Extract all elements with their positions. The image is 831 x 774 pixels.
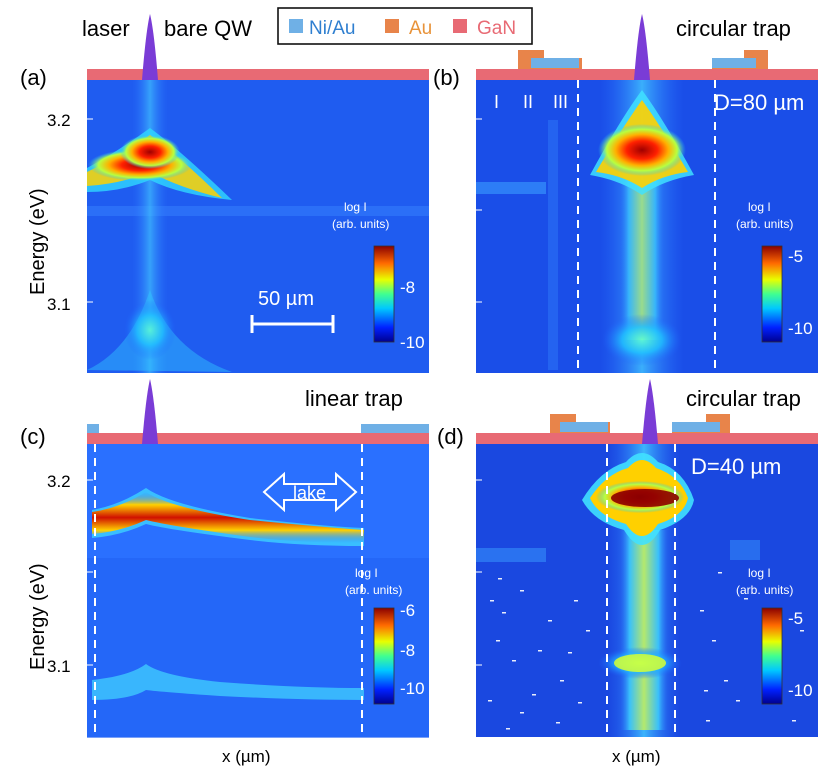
panel-d-cbar-title-1: log I: [748, 566, 771, 580]
panel-c-ytick-3.1: 3.1: [47, 657, 71, 676]
panel-d-colorbar: [761, 607, 783, 705]
laser-label: laser: [82, 16, 130, 41]
panel-b-cbar-title-2: (arb. units): [736, 217, 793, 231]
panel-c-letter: (c): [20, 424, 46, 449]
panel-d-noise: [488, 572, 804, 730]
scalebar-label: 50 µm: [258, 288, 314, 310]
laser-peak: [142, 379, 158, 444]
panel-d-letter: (d): [437, 424, 464, 449]
panel-c: (c) linear trap lake 3.2 3.1 Energy (eV)…: [20, 379, 429, 766]
panel-b-colorbar: [761, 245, 783, 343]
legend-label-niau: Ni/Au: [309, 18, 355, 39]
panel-b-title: circular trap: [676, 16, 791, 41]
panel-d: (d) circular trap D=40 µm x (µm) log I (…: [437, 379, 818, 766]
panel-a-colorbar: [373, 245, 395, 343]
panel-a-cbar-tick-10: -10: [400, 333, 425, 352]
niau-contact-right: [712, 58, 756, 68]
niau-contact-left: [87, 424, 99, 433]
panel-c-title: linear trap: [305, 386, 403, 411]
laser-peak: [634, 14, 650, 80]
panel-c-cbar-tick-8: -8: [400, 641, 415, 660]
region-label-i: I: [494, 92, 499, 112]
panel-a-letter: (a): [20, 65, 47, 90]
panel-c-colorbar: [373, 607, 395, 705]
laser-peak: [642, 379, 658, 444]
panel-c-cbar-title-1: log I: [355, 566, 378, 580]
panel-a: (a) 3.2 3.1 Energy (eV) 50 µm log I (arb…: [20, 14, 429, 373]
panel-d-cbar-tick-5: -5: [788, 609, 803, 628]
material-legend: Ni/Au Au GaN: [277, 7, 533, 45]
panel-d-xlabel: x (µm): [612, 747, 661, 766]
panel-b: (b) circular trap D=80 µm I II III log I…: [433, 14, 818, 373]
panel-d-cbar-tick-10: -10: [788, 681, 813, 700]
panel-a-cbar-tick-8: -8: [400, 278, 415, 297]
gan-layer: [87, 69, 429, 80]
panel-c-ytick-3.2: 3.2: [47, 472, 71, 491]
panel-a-cbar-title-2: (arb. units): [332, 217, 389, 231]
laser-peak: [142, 14, 158, 80]
panel-c-cbar-title-2: (arb. units): [345, 583, 402, 597]
panel-b-diameter: D=80 µm: [714, 90, 804, 115]
panel-b-cbar-tick-10: -10: [788, 319, 813, 338]
region-label-iii: III: [553, 92, 568, 112]
legend-label-gan: GaN: [477, 18, 516, 39]
niau-contact-left: [560, 422, 608, 432]
niau-contact-left: [531, 58, 579, 68]
panel-c-cbar-tick-6: -6: [400, 601, 415, 620]
panel-b-letter: (b): [433, 65, 460, 90]
lake-arrow: [262, 471, 358, 513]
legend-label-au: Au: [409, 18, 432, 39]
panel-b-cbar-tick-5: -5: [788, 247, 803, 266]
bare-qw-label: bare QW: [164, 16, 252, 41]
panel-a-cbar-title-1: log I: [344, 200, 367, 214]
panel-c-xlabel: x (µm): [222, 747, 271, 766]
panel-a-ylabel: Energy (eV): [27, 188, 49, 295]
niau-contact-right: [361, 424, 429, 433]
legend-swatch-niau: [289, 19, 303, 33]
panel-d-cbar-title-2: (arb. units): [736, 583, 793, 597]
panel-c-ylabel: Energy (eV): [27, 563, 49, 670]
niau-contact-right: [672, 422, 720, 432]
gan-layer: [87, 433, 429, 444]
legend-swatch-gan: [453, 19, 467, 33]
lake-label: lake: [293, 483, 326, 503]
panel-c-cbar-tick-10: -10: [400, 679, 425, 698]
panel-d-diameter: D=40 µm: [691, 454, 781, 479]
region-label-ii: II: [523, 92, 533, 112]
legend-swatch-au: [385, 19, 399, 33]
panel-d-title: circular trap: [686, 386, 801, 411]
panel-b-cbar-title-1: log I: [748, 200, 771, 214]
panel-a-ytick-3.1: 3.1: [47, 295, 71, 314]
panel-a-ytick-3.2: 3.2: [47, 111, 71, 130]
